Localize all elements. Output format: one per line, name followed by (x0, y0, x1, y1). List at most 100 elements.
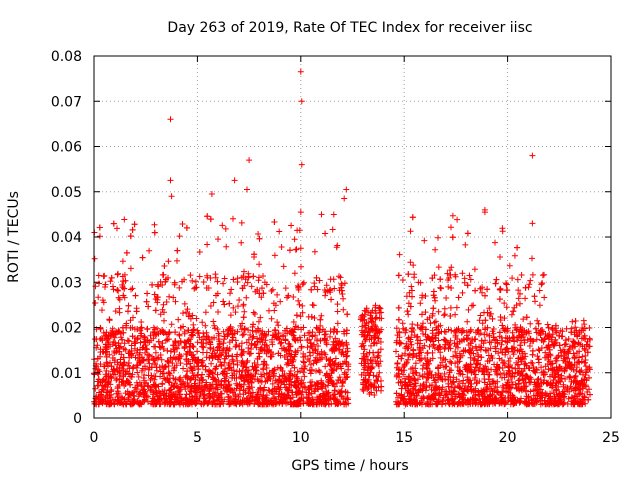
data-point (516, 376, 523, 383)
data-point (344, 373, 351, 380)
data-point (521, 339, 528, 346)
data-point (155, 396, 162, 403)
data-point (114, 385, 121, 392)
data-point (535, 356, 542, 363)
data-point (168, 382, 175, 389)
data-point (466, 348, 472, 355)
data-point (242, 364, 249, 371)
data-point (170, 367, 177, 374)
data-point (100, 398, 106, 405)
data-point (464, 374, 471, 381)
data-point (571, 400, 578, 407)
data-point (373, 384, 380, 391)
data-point (486, 339, 493, 346)
data-point (505, 358, 512, 365)
data-point (498, 341, 505, 348)
data-point (569, 318, 576, 325)
data-point (419, 401, 425, 408)
data-point (177, 360, 184, 367)
data-point (338, 287, 345, 294)
data-point (371, 392, 378, 398)
data-point (531, 368, 538, 375)
data-point (298, 343, 305, 350)
data-point (566, 373, 573, 380)
data-point (441, 305, 448, 312)
data-point (343, 327, 350, 334)
data-point (527, 277, 534, 284)
data-point (234, 279, 241, 285)
data-point (481, 388, 488, 395)
data-point (395, 316, 402, 323)
data-point (307, 370, 314, 377)
data-point (299, 302, 306, 309)
data-point (503, 280, 509, 287)
data-point (149, 395, 156, 402)
data-point (315, 381, 322, 388)
data-point (282, 384, 289, 391)
data-point (337, 274, 344, 281)
data-point (549, 371, 556, 378)
data-point (448, 327, 455, 334)
data-point (495, 389, 502, 396)
data-point (274, 291, 281, 298)
data-point (540, 379, 547, 386)
data-point (232, 309, 239, 316)
axis-ticks: 00.010.020.030.040.050.060.070.080 5 10 15 2… (51, 49, 620, 446)
data-point (521, 327, 528, 334)
data-point (191, 285, 198, 292)
data-point (449, 380, 456, 387)
data-point (119, 258, 126, 265)
data-point (524, 336, 531, 343)
data-point (430, 395, 437, 402)
data-point (155, 283, 162, 290)
data-point (370, 340, 377, 347)
data-point (450, 387, 457, 394)
data-point (297, 368, 303, 375)
data-point (535, 346, 542, 353)
data-point (103, 373, 110, 380)
data-point (108, 274, 115, 281)
data-point (192, 389, 199, 396)
data-point (580, 371, 586, 378)
data-point (244, 357, 251, 364)
data-point (334, 320, 341, 327)
data-point (245, 390, 252, 397)
data-point (463, 362, 470, 369)
data-point (243, 359, 250, 366)
data-point (210, 375, 217, 382)
data-point (404, 390, 411, 396)
y-axis-label: ROTI / TECUs (6, 191, 22, 283)
data-point (92, 300, 99, 306)
data-point (393, 390, 400, 397)
data-point (224, 370, 230, 377)
data-point (322, 289, 329, 295)
data-point (583, 377, 590, 384)
data-point (116, 348, 123, 355)
data-point (378, 383, 385, 390)
data-point (152, 360, 158, 367)
data-point (106, 316, 113, 323)
data-point (527, 320, 534, 327)
data-point (481, 371, 488, 378)
data-point (175, 356, 182, 363)
data-point (521, 356, 527, 362)
data-point (151, 357, 157, 364)
data-point (553, 329, 560, 336)
data-point (172, 298, 179, 305)
data-point (142, 342, 149, 349)
data-point (241, 308, 248, 315)
data-point (424, 350, 431, 357)
data-point (121, 396, 128, 403)
data-point (238, 346, 245, 353)
data-point (258, 373, 265, 380)
data-point (334, 242, 341, 249)
data-point (449, 234, 456, 241)
data-point (422, 309, 429, 316)
data-point (114, 225, 120, 232)
data-point (229, 331, 236, 338)
data-point (238, 239, 245, 246)
data-point (360, 342, 367, 349)
data-point (226, 300, 233, 307)
data-point (138, 367, 145, 374)
data-point (545, 324, 552, 331)
